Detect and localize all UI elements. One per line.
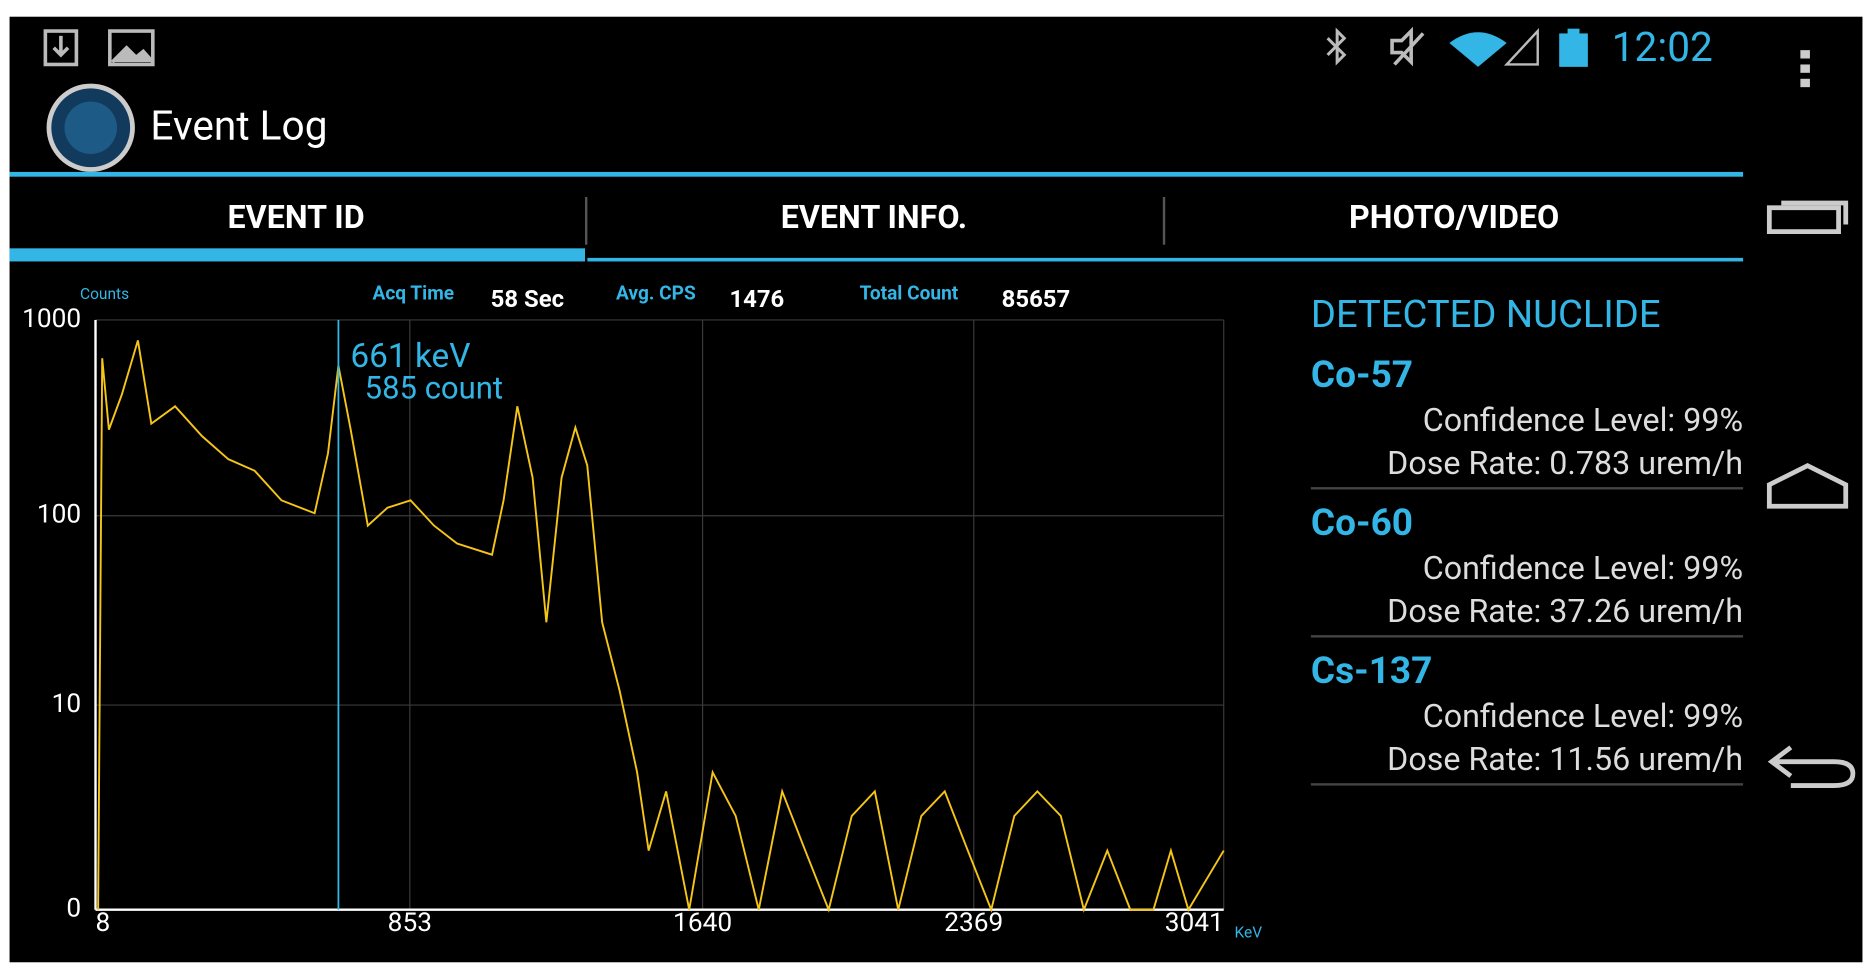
dose-rate: Dose Rate: 11.56 urem/h — [1387, 740, 1744, 779]
nuclide: Co-60 Confidence Level: 99% Dose Rate: 37.… — [1310, 499, 1744, 638]
nuclide-name: Co-60 — [1310, 500, 1414, 545]
x-tick-label: 2369 — [944, 908, 1003, 938]
stat-value: 85657 — [1001, 284, 1071, 313]
y-tick-label: 100 — [37, 500, 81, 530]
back-button[interactable] — [1767, 745, 1856, 788]
tab[interactable]: EVENT ID — [227, 198, 365, 237]
spectrum-line — [97, 340, 1225, 913]
nuclide: Co-57 Confidence Level: 99% Dose Rate: 0.7… — [1310, 351, 1744, 490]
y-axis-label: Counts — [80, 285, 129, 303]
dose-rate: Dose Rate: 0.783 urem/h — [1387, 444, 1744, 483]
x-tick-label: 1640 — [673, 908, 732, 938]
y-tick-label: 1000 — [22, 304, 81, 334]
nuclide-panel: DETECTED NUCLIDE Co-57 Confidence Level: … — [1310, 291, 1744, 795]
x-tick-label: 853 — [388, 908, 432, 938]
y-tick-label: 0 — [66, 894, 81, 924]
cursor-label: 661 keV — [350, 337, 470, 376]
cursor-label: 585 count — [365, 370, 503, 407]
x-axis-label: KeV — [1234, 924, 1262, 942]
app-title: Event Log — [150, 102, 328, 151]
tab[interactable]: PHOTO/VIDEO — [1349, 198, 1560, 237]
y-tick-label: 10 — [52, 689, 82, 719]
confidence-level: Confidence Level: 99% — [1422, 401, 1744, 440]
stat-label: Acq Time — [372, 281, 455, 305]
x-tick-label: 8 — [96, 908, 111, 938]
clock: 12:02 — [1611, 23, 1713, 72]
stat-label: Avg. CPS — [616, 281, 696, 305]
home-button[interactable] — [1766, 462, 1849, 509]
panel-title: DETECTED NUCLIDE — [1310, 291, 1661, 337]
nuclide-name: Co-57 — [1310, 352, 1414, 397]
nuclide-name: Cs-137 — [1310, 648, 1433, 693]
confidence-level: Confidence Level: 99% — [1422, 549, 1744, 588]
stat-value: 58 Sec — [490, 284, 565, 313]
dose-rate: Dose Rate: 37.26 urem/h — [1387, 592, 1744, 631]
x-tick-label: 3041 — [1165, 908, 1224, 938]
tab[interactable]: EVENT INFO. — [780, 198, 968, 237]
confidence-level: Confidence Level: 99% — [1422, 697, 1744, 736]
recents-button[interactable] — [1766, 200, 1849, 235]
action-bar-line — [9, 171, 1744, 177]
tab-underline — [587, 257, 1744, 262]
nav-buttons — [1766, 200, 1856, 788]
overflow-menu[interactable] — [1800, 50, 1810, 88]
stat-label: Total Count — [859, 281, 959, 305]
tab-indicator — [9, 248, 586, 262]
app-logo — [46, 83, 135, 172]
spectrum-chart: Counts KeV 0 10 100 1000 8 853 1640 2369 3041 661… — [22, 285, 1262, 942]
nuclide: Cs-137 Confidence Level: 99% Dose Rate: 11… — [1310, 647, 1744, 786]
status-icons — [43, 26, 1588, 67]
stat-value: 1476 — [729, 284, 785, 313]
